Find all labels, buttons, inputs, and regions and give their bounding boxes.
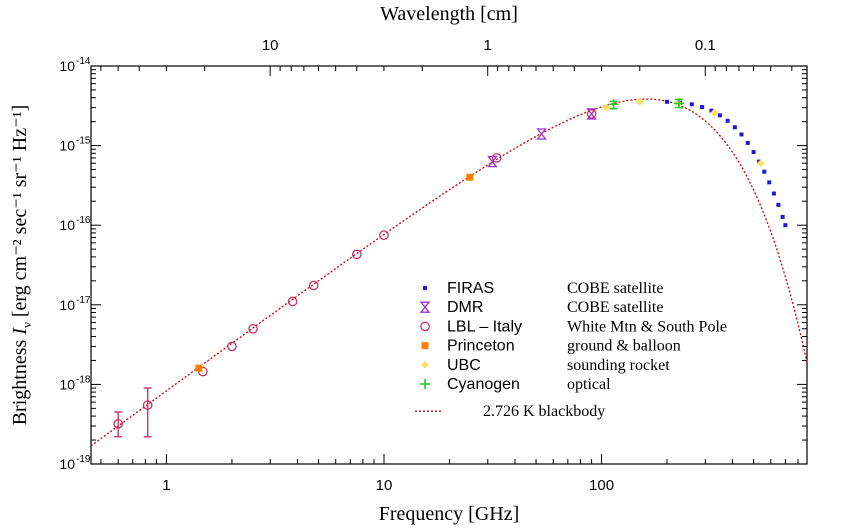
legend-marker	[420, 379, 430, 389]
data-point-circle	[227, 341, 237, 352]
x2-tick-label: 10	[262, 37, 279, 54]
data-point-square	[751, 150, 756, 155]
legend-marker	[419, 301, 431, 313]
x2-tick-label: 0.1	[695, 37, 716, 54]
data-point-square	[762, 169, 767, 174]
data-point-square	[745, 140, 750, 145]
data-point-diamond	[635, 97, 644, 106]
legend-series-name: FIRAS	[447, 280, 494, 297]
data-point-diamond	[756, 159, 765, 168]
data-point-plus	[673, 98, 684, 109]
y-axis-label-word: Brightness	[9, 340, 31, 426]
y-tick-label: 10	[59, 297, 75, 313]
blackbody-curve	[90, 98, 808, 447]
y-tick-label: 10	[59, 456, 75, 472]
data-points-layer	[113, 97, 788, 438]
data-point-square	[732, 125, 737, 130]
data-point-square	[771, 191, 776, 196]
data-point-circle	[379, 230, 389, 240]
legend-marker	[423, 286, 427, 290]
legend-marker	[420, 321, 430, 332]
legend-series-description: COBE satellite	[567, 280, 663, 297]
y-tick-exponent: -15	[76, 136, 91, 147]
y-tick-label: 10	[59, 376, 75, 392]
data-point-circle	[586, 109, 597, 119]
x-tick-label: 10	[376, 477, 393, 494]
data-point-square	[783, 223, 788, 228]
legend-series-description: sounding rocket	[567, 357, 670, 374]
y-tick-exponent: -16	[76, 215, 91, 226]
legend-series-description: optical	[567, 376, 611, 393]
y-tick-exponent: -14	[76, 56, 91, 67]
y-tick-label: 10	[59, 138, 75, 154]
data-point-filled-square	[195, 364, 203, 372]
y-tick-label: 10	[59, 217, 75, 233]
legend-series-description: ground & balloon	[567, 338, 681, 355]
y-tick-exponent: -19	[76, 454, 91, 465]
data-point-hourglass	[487, 155, 498, 168]
data-point-plus	[608, 99, 619, 110]
data-point-square	[665, 99, 670, 104]
data-point-diamond	[602, 103, 611, 112]
data-point-square	[725, 118, 730, 123]
y-axis-label: Brightness Iν [erg cm⁻² sec⁻¹ sr⁻¹ Hz⁻¹]	[9, 105, 34, 426]
legend-marker	[421, 360, 429, 369]
data-point-diamond	[710, 108, 719, 117]
legend: FIRAS COBE satellite DMR COBE satellite LBL …	[415, 280, 727, 420]
y-axis-label-subscript: ν	[19, 322, 34, 328]
y-tick-exponent: -17	[76, 295, 91, 306]
data-point-circle	[287, 296, 298, 307]
y-axis-label-symbol: I	[9, 327, 31, 336]
x-axis-label: Frequency [GHz]	[379, 503, 520, 525]
data-point-circle	[113, 418, 124, 429]
data-point-circle	[248, 323, 258, 334]
legend-marker	[421, 342, 429, 350]
data-point-square	[709, 108, 714, 113]
plot-frame	[90, 65, 808, 465]
svg-text:Brightness Iν [erg cm⁻² sec⁻¹: Brightness Iν [erg cm⁻² sec⁻¹ sr⁻¹ Hz⁻¹]	[9, 105, 34, 426]
data-point-hourglass	[586, 108, 597, 120]
data-point-square	[767, 180, 772, 185]
y-tick-label: 10	[59, 58, 75, 74]
data-point-square	[739, 132, 744, 137]
y-axis-label-units: [erg cm⁻² sec⁻¹ sr⁻¹ Hz⁻¹]	[9, 105, 31, 317]
legend-series-description: COBE satellite	[567, 299, 663, 316]
data-point-square	[717, 113, 722, 118]
data-point-square	[780, 214, 785, 219]
data-point-circle	[142, 400, 153, 410]
x-tick-label: 1	[162, 477, 170, 494]
data-point-circle	[308, 280, 319, 291]
data-point-hourglass	[536, 128, 547, 140]
y-tick-exponent: -18	[76, 374, 91, 385]
legend-series-name: Princeton	[447, 338, 515, 355]
data-point-square	[700, 105, 705, 110]
x-tick-label: 100	[589, 477, 614, 494]
legend-series-name: Cyanogen	[447, 376, 520, 393]
data-point-circle	[351, 249, 362, 260]
legend-series-name: DMR	[447, 299, 483, 316]
top-axis-label: Wavelength [cm]	[380, 3, 518, 25]
data-point-square	[689, 102, 694, 107]
data-point-circle	[491, 153, 502, 163]
legend-model-label: 2.726 K blackbody	[483, 403, 605, 420]
data-point-filled-square	[466, 173, 474, 181]
legend-series-name: UBC	[447, 357, 481, 374]
x2-tick-label: 1	[484, 37, 492, 54]
data-point-square	[776, 202, 781, 207]
blackbody-curve-layer	[90, 98, 808, 447]
legend-series-description: White Mtn & South Pole	[567, 318, 727, 335]
legend-series-name: LBL – Italy	[447, 318, 522, 335]
